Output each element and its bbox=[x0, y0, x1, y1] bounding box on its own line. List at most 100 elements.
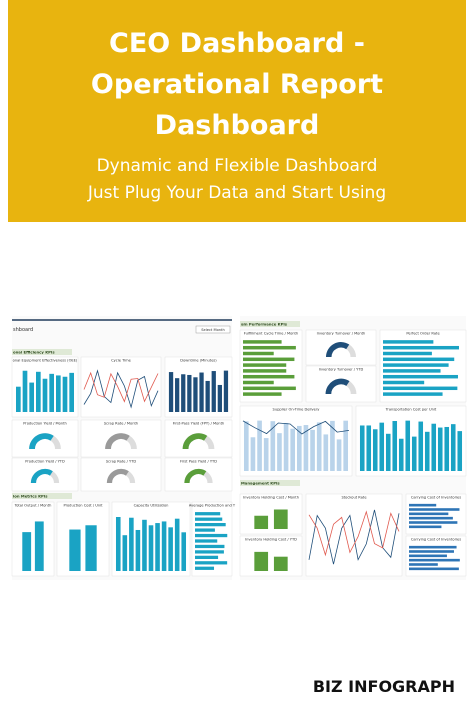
thumb-bar bbox=[379, 422, 385, 471]
thumb-bar bbox=[273, 509, 288, 529]
panel bbox=[239, 405, 353, 477]
thumb-bar bbox=[323, 434, 329, 471]
thumb-bar bbox=[16, 386, 21, 412]
thumb-bar bbox=[431, 423, 437, 471]
thumb-bar bbox=[383, 340, 434, 344]
panel-title: Total Output / Month bbox=[14, 504, 52, 508]
panel-title: Downtime (Minutes) bbox=[180, 359, 217, 363]
section-header bbox=[240, 480, 300, 486]
thumb-bar bbox=[62, 376, 68, 412]
section-title: Management KPIs bbox=[241, 480, 280, 485]
thumb-bar bbox=[372, 429, 378, 471]
section-title: ion Metrics KPIs bbox=[13, 493, 48, 498]
panel bbox=[355, 405, 467, 477]
thumb-line bbox=[242, 420, 350, 435]
panel-title: Inventory Turnover / YTD bbox=[319, 368, 364, 372]
thumb-bar bbox=[195, 517, 223, 521]
button-label: Select Month bbox=[201, 328, 225, 332]
panel-title: Fulfillment Cycle Time / Month bbox=[244, 332, 298, 336]
title-line: CEO Dashboard - bbox=[109, 28, 365, 59]
thumb-bar bbox=[383, 363, 449, 367]
panel-title: Capacity Utilization bbox=[134, 504, 169, 508]
panel-title: Scrap Rate / YTD bbox=[106, 460, 136, 464]
thumb-bar bbox=[383, 386, 458, 391]
thumb-gauge bbox=[184, 468, 207, 484]
thumb-bar bbox=[437, 427, 443, 471]
thumb-bar bbox=[385, 433, 391, 471]
panel-title: Inventory Turnover / Month bbox=[317, 332, 366, 336]
thumb-bar bbox=[243, 345, 296, 350]
section-header bbox=[12, 493, 72, 499]
thumb-gauge bbox=[30, 468, 53, 484]
thumb-line bbox=[83, 369, 159, 409]
thumb-bar bbox=[359, 425, 365, 471]
thumb-bar bbox=[336, 439, 342, 471]
thumb-bar bbox=[383, 380, 425, 385]
subtitle-line: Dynamic and Flexible Dashboard bbox=[97, 156, 378, 176]
thumb-bar bbox=[409, 508, 460, 511]
panel-title: onal Equipment Effectiveness (OEE) bbox=[13, 359, 78, 363]
panel bbox=[305, 493, 403, 577]
thumb-bar bbox=[383, 345, 459, 350]
thumb-bar bbox=[290, 428, 296, 471]
thumb-bar bbox=[383, 369, 441, 373]
thumb-bar bbox=[243, 380, 274, 385]
thumb-bar bbox=[195, 533, 228, 538]
section-header bbox=[12, 349, 72, 355]
thumb-bar bbox=[195, 566, 215, 570]
thumb-bar bbox=[243, 392, 282, 396]
thumb-bar bbox=[243, 374, 295, 379]
panel-title: Cycle Time bbox=[111, 359, 132, 363]
thumb-bar bbox=[383, 351, 432, 356]
thumb-bar bbox=[450, 424, 456, 471]
thumb-bar bbox=[409, 516, 453, 520]
thumb-gauge bbox=[29, 433, 54, 450]
section-title: onal Efficiency KPIs bbox=[13, 349, 55, 354]
thumb-bar bbox=[270, 421, 276, 471]
banner bbox=[8, 0, 466, 222]
thumb-bar bbox=[211, 371, 216, 412]
thumb-bar bbox=[223, 370, 229, 412]
thumb-bar bbox=[187, 374, 192, 412]
thumb-bar bbox=[115, 517, 121, 571]
thumb-bar bbox=[243, 386, 296, 391]
thumb-bar bbox=[418, 421, 424, 471]
thumb-bar bbox=[34, 521, 44, 571]
thumb-bar bbox=[409, 503, 437, 507]
thumb-bar bbox=[263, 438, 269, 471]
panel-title: Production Cost / Unit bbox=[63, 504, 103, 508]
panel-title: Perfect Order Rate bbox=[406, 332, 440, 336]
thumb-bar bbox=[175, 378, 180, 412]
thumb-bar bbox=[49, 373, 54, 412]
thumb-bar bbox=[444, 426, 450, 471]
panel bbox=[239, 493, 303, 535]
button bbox=[195, 325, 231, 334]
thumb-bar bbox=[310, 429, 315, 471]
thumb-line bbox=[308, 509, 400, 565]
thumb-bar bbox=[168, 372, 174, 412]
thumb-bar bbox=[181, 374, 186, 412]
panel-title: Carrying Cost of Inventories bbox=[411, 538, 461, 542]
thumb-bar bbox=[243, 363, 287, 367]
thumb-bar bbox=[257, 420, 262, 471]
thumb-bar bbox=[398, 438, 404, 471]
panel-title: First-Pass Yield (FPY) / Month bbox=[173, 422, 225, 426]
thumb-bar bbox=[250, 437, 256, 471]
thumb-bar bbox=[424, 431, 430, 471]
thumb-bar bbox=[69, 529, 81, 571]
thumb-bar bbox=[330, 420, 335, 471]
thumb-bar bbox=[195, 512, 221, 516]
panel-title: First Pass Yield / YTD bbox=[180, 460, 217, 464]
brand: BIZ INFOGRAPH bbox=[313, 677, 455, 696]
panel-title: Transportation Cost per Unit bbox=[385, 408, 437, 412]
thumb-bar bbox=[155, 523, 160, 571]
thumb-bar bbox=[277, 433, 282, 471]
thumb-bar bbox=[409, 512, 449, 516]
thumb-bar bbox=[409, 545, 457, 549]
thumb-bar bbox=[254, 551, 269, 571]
thumb-bar bbox=[392, 421, 398, 471]
thumb-bar bbox=[195, 550, 224, 554]
thumb-gauge bbox=[105, 433, 130, 450]
thumb-bar bbox=[122, 535, 128, 571]
